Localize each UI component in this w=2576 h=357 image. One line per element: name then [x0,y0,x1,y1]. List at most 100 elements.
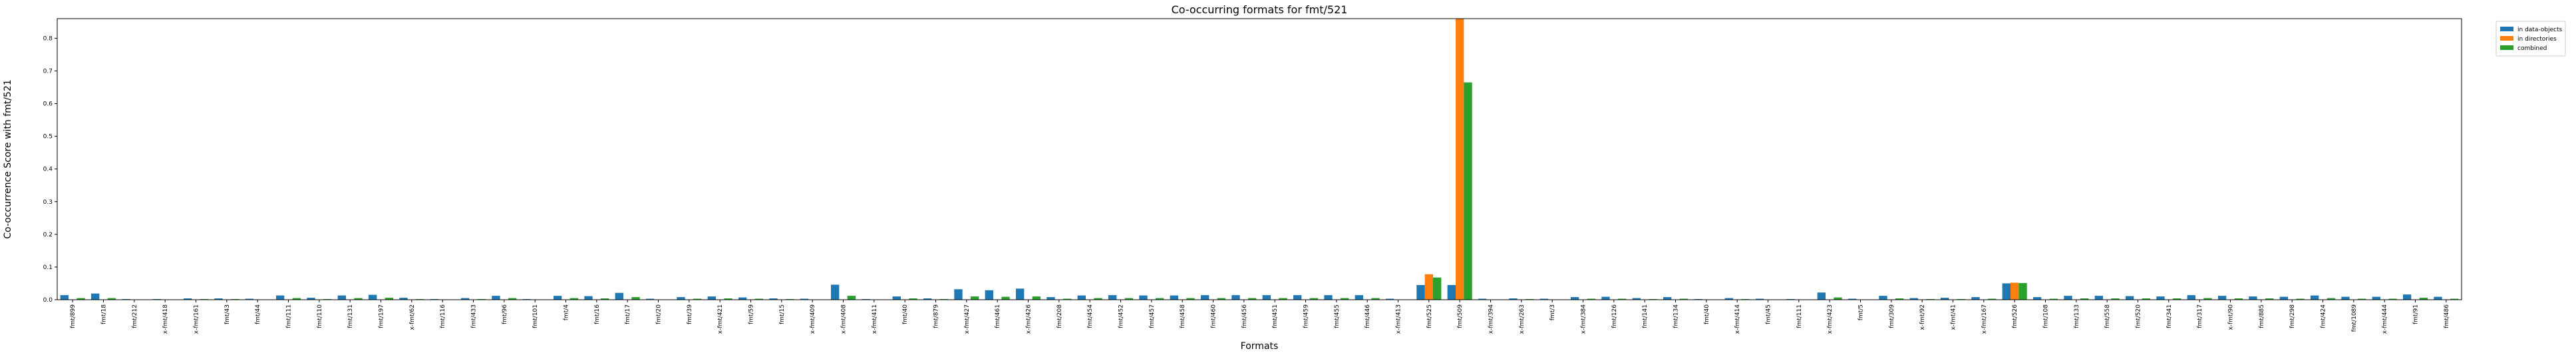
bar [800,298,808,300]
x-tick-label: fmt/459 [1303,304,1310,328]
bar [1433,277,1442,300]
x-tick-label: fmt/451 [1272,304,1279,328]
x-tick-label: x-fmt/167 [1981,304,1988,334]
x-tick-label: fmt/457 [1149,304,1156,328]
x-tick-label: fmt/15 [779,304,786,324]
bar [1124,298,1134,300]
x-tick-label: x-fmt/263 [1519,304,1526,334]
x-tick-label: fmt/509 [1457,304,1464,328]
y-tick-label: 0.4 [43,167,53,173]
bar [1108,295,1117,300]
bar [2080,298,2089,300]
bar [1940,298,1949,300]
y-tick-label: 0.6 [43,101,53,108]
x-tick-label: fmt/433 [471,304,478,328]
bar [2010,282,2019,300]
bar [2341,296,2350,300]
x-tick-label: fmt/44 [255,304,261,324]
bar [2388,298,2397,300]
x-tick-label: fmt/45 [1766,304,1772,324]
y-tick-label: 0.0 [43,297,53,304]
bars [60,19,2459,300]
plot-frame [57,18,2462,300]
bar [1724,298,1733,300]
x-tick-label: fmt/39 [687,304,693,324]
bar [1895,298,1904,300]
bar [830,284,840,300]
x-tick-label: fmt/461 [995,304,1001,328]
x-tick-label: fmt/133 [2074,304,2080,328]
bar [615,292,623,300]
x-tick-label: x-fmt/62 [409,304,416,330]
bar [1001,296,1010,300]
x-tick-label: fmt/43 [224,304,231,324]
bar [2173,298,2181,300]
bar [1988,298,1997,300]
bar [1539,298,1548,300]
bar [1618,298,1627,300]
x-tick-label: fmt/17 [625,304,631,324]
x-tick-label: fmt/59 [748,304,755,324]
bar [971,296,979,300]
bar [724,298,732,300]
bar [1015,288,1025,300]
x-tick-label: fmt/525 [1426,304,1433,328]
x-tick-label: fmt/141 [1642,304,1649,328]
bar [1848,298,1857,300]
bar [1570,297,1579,300]
bar [2310,295,2319,300]
bar [1587,298,1596,300]
x-tick-label: x-fmt/384 [1581,304,1587,334]
bar [1186,298,1195,300]
x-tick-label: fmt/197 [379,304,385,328]
bar [1248,298,1257,300]
bar [954,289,963,300]
bar [631,297,640,300]
x-tick-label: x-fmt/421 [717,304,724,334]
bar [1094,298,1102,300]
bar [1262,295,1271,300]
x-tick-label: fmt/110 [317,304,323,328]
bar [292,298,301,300]
x-tick-label: x-fmt/418 [162,304,169,334]
x-tick-label: fmt/526 [2012,304,2018,328]
x-tick-label: fmt/111 [1796,304,1803,328]
bar [460,298,470,300]
x-tick-label: x-fmt/409 [810,304,816,334]
bar [1455,19,1464,300]
x-tick-label: fmt/317 [2197,304,2203,328]
bar [2402,294,2412,300]
bar [307,298,315,300]
x-tick-label: fmt/456 [1241,304,1248,328]
legend-swatch [2500,36,2513,41]
bar [1464,82,1472,300]
y-tick-label: 0.5 [43,134,53,141]
bar [2217,296,2227,300]
x-tick-label: x-fmt/426 [1026,304,1033,334]
bar [1371,298,1380,300]
x-tick-label: x-fmt/411 [872,304,878,334]
bar [1385,298,1394,300]
bar [2064,296,2072,300]
x-tick-label: x-fmt/92 [1919,304,1926,330]
x-tick-label: fmt/298 [2289,304,2296,328]
x-tick-label: fmt/116 [440,304,446,328]
bar [2094,296,2103,300]
bar [1231,295,1240,300]
bar [354,298,363,300]
bar [1632,298,1641,300]
y-tick-label: 0.7 [43,69,53,75]
bar [2327,298,2336,300]
bar [985,290,993,300]
x-tick-label: fmt/208 [1056,304,1063,328]
bar [1324,295,1333,300]
x-tick-label: fmt/4 [564,304,570,320]
bar [2434,296,2442,300]
x-tick-label: fmt/40 [1704,304,1710,324]
x-tick-label: x-fmt/427 [964,304,971,334]
x-tick-label: fmt/558 [2104,304,2111,328]
bar [2002,283,2011,300]
bar [2249,296,2257,300]
bar [1679,298,1689,300]
